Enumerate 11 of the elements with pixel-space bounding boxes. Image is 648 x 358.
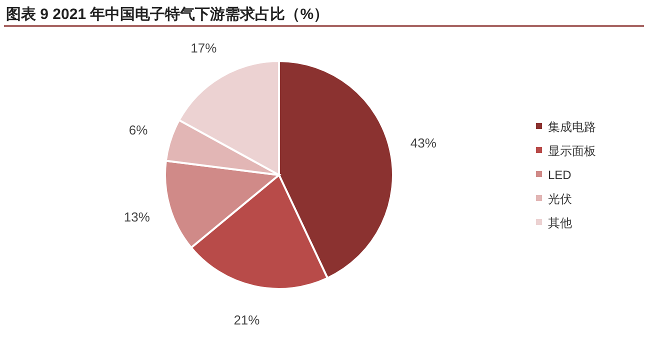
data-label: 13%	[124, 209, 150, 224]
data-label: 6%	[128, 122, 148, 138]
legend-label: LED	[548, 168, 572, 182]
legend-label: 光伏	[548, 192, 572, 206]
chart-title: 图表 9 2021 年中国电子特气下游需求占比（%）	[6, 6, 329, 23]
legend-label: 显示面板	[548, 144, 596, 158]
data-label: 17%	[190, 40, 218, 56]
legend-label: 集成电路	[548, 120, 596, 134]
legend-label: 其他	[548, 216, 572, 230]
data-label: 43%	[410, 136, 437, 151]
data-label: 21%	[234, 312, 260, 328]
